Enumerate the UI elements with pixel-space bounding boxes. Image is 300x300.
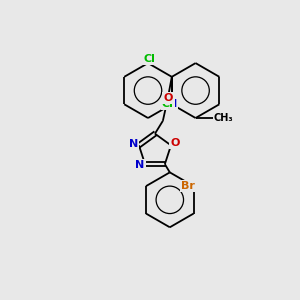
Text: CH₃: CH₃: [214, 113, 233, 123]
Text: O: O: [163, 93, 172, 103]
Text: N: N: [129, 139, 139, 149]
Text: Cl: Cl: [162, 99, 174, 109]
Text: N: N: [136, 160, 145, 170]
Text: N: N: [168, 99, 177, 109]
Text: Cl: Cl: [143, 54, 155, 64]
Text: O: O: [170, 138, 180, 148]
Text: Br: Br: [181, 181, 195, 191]
